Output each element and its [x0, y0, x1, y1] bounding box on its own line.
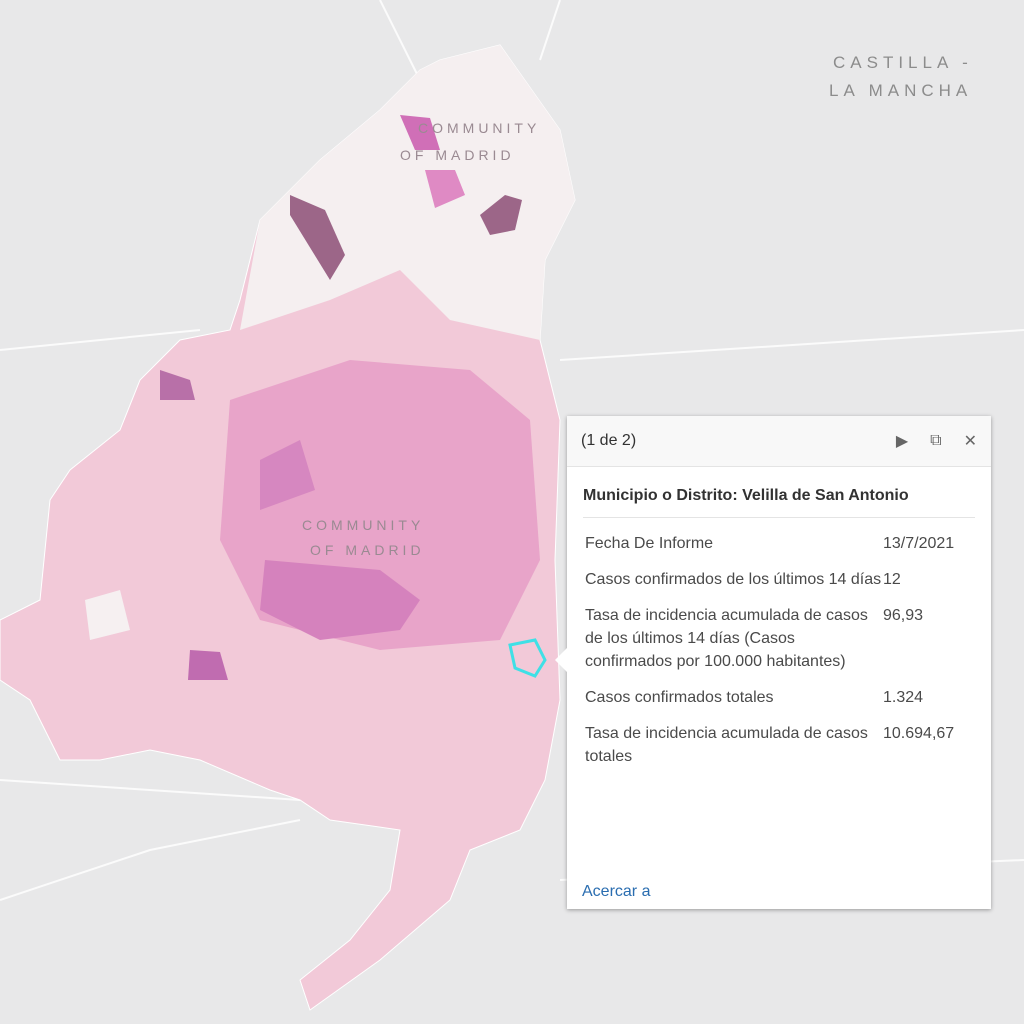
field-label: Fecha De Informe: [585, 535, 714, 552]
pager: (1 de 2): [581, 432, 637, 449]
district: [188, 650, 228, 680]
district: [260, 440, 315, 510]
field-row: Tasa de incidencia acumulada de casos to…: [585, 722, 973, 768]
field-value: 1.324: [883, 689, 924, 706]
district: [400, 115, 440, 150]
field-label: Casos confirmados de los últimos 14 días: [585, 571, 882, 588]
field-list: Fecha De Informe 13/7/2021 Casos confirmad…: [585, 532, 973, 768]
district: [480, 195, 522, 235]
map-label: OF MADRID: [310, 542, 425, 558]
field-row: Casos confirmados de los últimos 14 días…: [585, 568, 973, 591]
next-button[interactable]: ▶: [895, 433, 909, 450]
dock-button[interactable]: ⧉: [930, 432, 942, 449]
selected-feature: [508, 638, 547, 678]
field-value: 96,93: [883, 607, 924, 624]
popup-title: Municipio o Distrito: Velilla de San Ant…: [583, 487, 975, 518]
field-value: 13/7/2021: [883, 535, 955, 552]
map-label: COMMUNITY: [302, 517, 424, 533]
field-row: Fecha De Informe 13/7/2021: [585, 532, 973, 555]
popup: (1 de 2) ▶ ⧉ ✕ Municipio o Distrito: Vel…: [555, 416, 991, 909]
district: [85, 590, 130, 640]
map-label: OF MADRID: [400, 147, 515, 163]
zoom-link[interactable]: Acercar a: [582, 883, 651, 900]
map-label: COMMUNITY: [418, 120, 540, 136]
field-value: 12: [883, 571, 901, 588]
field-label: Casos confirmados totales: [585, 689, 774, 706]
district: [290, 195, 345, 280]
popup-header: (1 de 2) ▶ ⧉ ✕: [567, 416, 991, 467]
district: [260, 560, 420, 640]
map-label: LA MANCHA: [829, 81, 972, 100]
close-button[interactable]: ✕: [963, 433, 977, 450]
district: [425, 170, 465, 208]
field-label: Tasa de incidencia acumulada de casos to…: [585, 725, 868, 765]
field-row: Tasa de incidencia acumulada de casos de…: [585, 604, 973, 673]
district: [160, 370, 195, 400]
field-row: Casos confirmados totales 1.324: [585, 686, 973, 709]
field-label: Tasa de incidencia acumulada de casos de…: [585, 607, 868, 670]
popup-pointer: [555, 648, 567, 672]
map-label: CASTILLA -: [833, 53, 973, 72]
field-value: 10.694,67: [883, 725, 955, 742]
